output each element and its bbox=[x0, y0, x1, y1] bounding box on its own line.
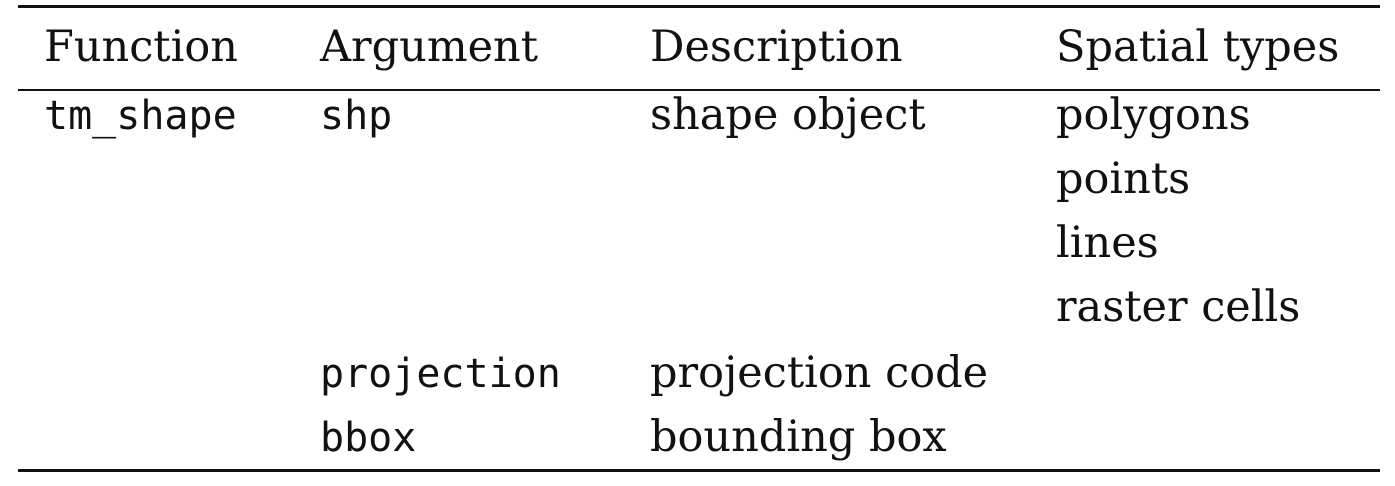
argument-description: projection code bbox=[650, 348, 989, 398]
bottom-rule bbox=[18, 469, 1380, 472]
header-spatial-types: Spatial types bbox=[1056, 22, 1340, 72]
header-rule bbox=[18, 89, 1380, 91]
argument-description: bounding box bbox=[650, 412, 947, 462]
spatial-type: raster cells bbox=[1056, 282, 1301, 332]
header-argument: Argument bbox=[320, 22, 539, 72]
spatial-type: lines bbox=[1056, 218, 1159, 268]
top-rule bbox=[18, 5, 1380, 8]
argument-description: shape object bbox=[650, 90, 926, 140]
function-name: tm_shape bbox=[44, 93, 237, 139]
argument-name: bbox bbox=[320, 415, 417, 461]
argument-name: shp bbox=[320, 93, 393, 139]
header-function: Function bbox=[44, 22, 238, 72]
spatial-type: points bbox=[1056, 154, 1191, 204]
header-description: Description bbox=[650, 22, 903, 72]
spatial-type: polygons bbox=[1056, 90, 1251, 140]
argument-name: projection bbox=[320, 351, 561, 397]
